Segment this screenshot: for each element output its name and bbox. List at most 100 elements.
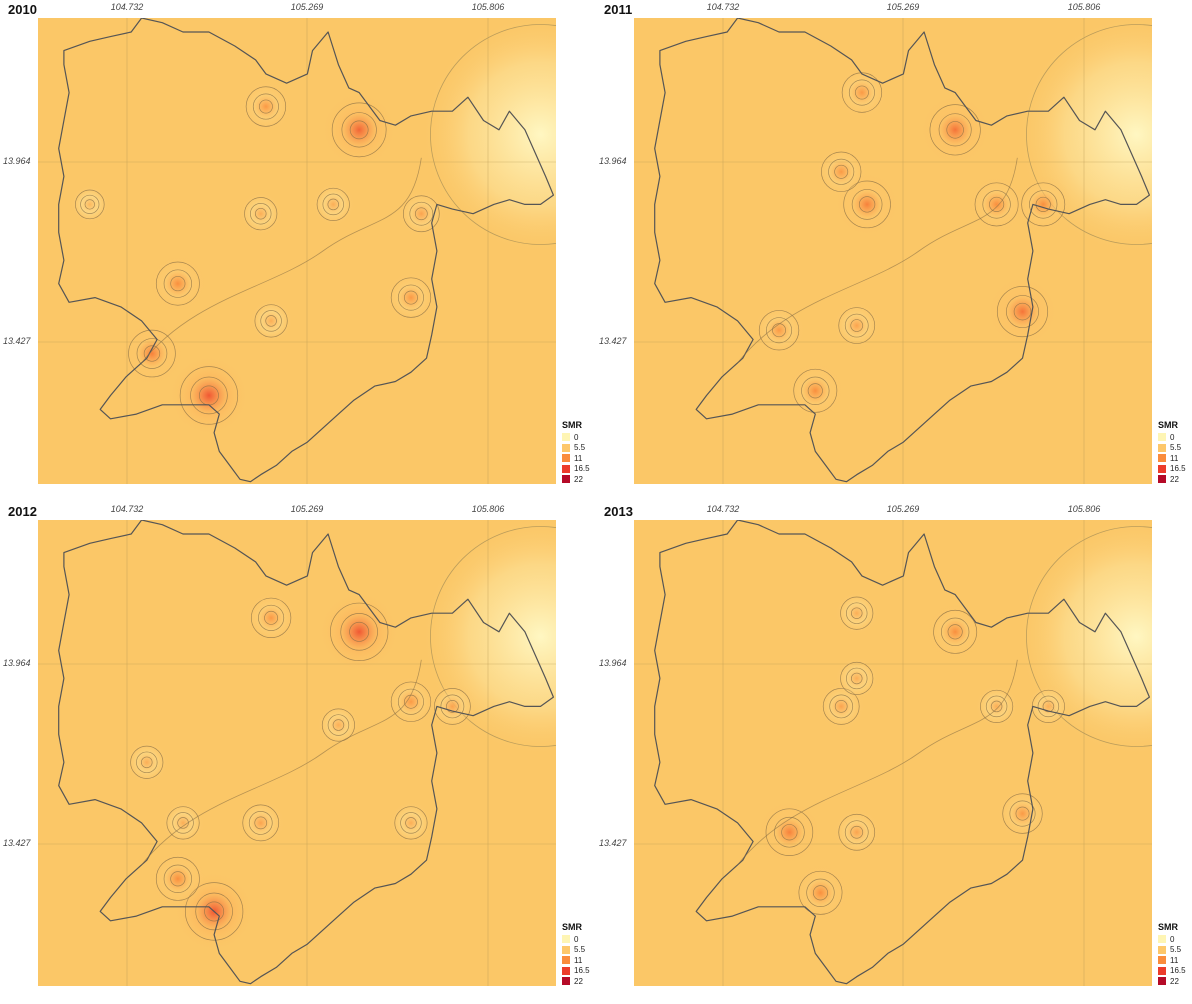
legend-label: 0 (574, 432, 579, 442)
legend-label: 22 (1170, 976, 1179, 986)
legend-item: 11 (1158, 955, 1186, 966)
legend-swatch (562, 966, 570, 975)
legend-label: 22 (1170, 474, 1179, 484)
legend-swatch (1158, 475, 1166, 484)
y-tick-label: 13.427 (3, 336, 31, 346)
smr-hotspot (161, 801, 205, 845)
legend-item: 5.5 (1158, 945, 1186, 956)
x-tick-label: 104.732 (706, 504, 740, 514)
legend-swatch (1158, 956, 1166, 965)
smr-hotspot (384, 271, 438, 324)
legend-title: SMR (562, 922, 582, 932)
legend-swatch (562, 464, 570, 473)
smr-hotspot (320, 593, 398, 671)
legend-item: 22 (562, 976, 590, 987)
smr-hotspot (921, 96, 989, 164)
legend-title: SMR (1158, 420, 1178, 430)
smr-hotspot (384, 675, 438, 729)
smr-hotspot (791, 864, 850, 922)
smr-hotspot (125, 740, 169, 784)
legend-item: 16.5 (1158, 464, 1186, 475)
smr-heatmap (634, 520, 1152, 986)
legend-item: 11 (1158, 453, 1186, 464)
smr-legend: SMR 0 5.5 11 16.5 22 (562, 922, 590, 987)
legend-item: 11 (562, 453, 590, 464)
legend-label: 11 (1170, 453, 1179, 463)
legend-swatch (562, 956, 570, 965)
smr-heatmap (38, 18, 556, 484)
legend-label: 22 (574, 474, 583, 484)
map-panel: 2012 104.732 105.269 105.806 13.964 13.427 SMR… (0, 502, 596, 1004)
y-tick-label: 13.964 (3, 658, 31, 668)
legend-label: 5.5 (1170, 945, 1182, 955)
legend-label: 5.5 (1170, 443, 1182, 453)
legend-item: 0 (1158, 432, 1186, 443)
legend-swatch (1158, 443, 1166, 452)
smr-hotspot (835, 656, 879, 701)
map-panel: 2011 104.732 105.269 105.806 13.964 13.427 SMR… (596, 0, 1192, 502)
x-tick-label: 105.806 (471, 2, 505, 12)
legend-label: 0 (574, 934, 579, 944)
legend-swatch (1158, 935, 1166, 944)
smr-hotspot (1014, 175, 1073, 234)
legend-item: 0 (562, 432, 590, 443)
x-tick-label: 105.269 (290, 2, 324, 12)
smr-hotspot (988, 277, 1057, 346)
y-tick-label: 13.964 (599, 156, 627, 166)
legend-item: 0 (1158, 934, 1186, 945)
legend-item: 11 (562, 955, 590, 966)
legend-item: 5.5 (1158, 443, 1186, 454)
panel-year-label: 2010 (8, 2, 37, 17)
map-panel: 2010 104.732 105.269 105.806 13.964 13.427 SMR… (0, 0, 596, 502)
smr-hotspot (149, 254, 207, 313)
legend-swatch (562, 935, 570, 944)
x-tick-label: 104.732 (706, 2, 740, 12)
smr-hotspot (397, 189, 446, 238)
legend-label: 11 (1170, 955, 1179, 965)
legend-item: 22 (1158, 474, 1186, 485)
y-tick-label: 13.964 (599, 658, 627, 668)
legend-item: 16.5 (1158, 966, 1186, 977)
legend-swatch (562, 443, 570, 452)
panel-year-label: 2012 (8, 504, 37, 519)
legend-title: SMR (1158, 922, 1178, 932)
province-boundary (654, 520, 1151, 985)
legend-label: 22 (574, 976, 583, 986)
smr-hotspot (120, 322, 184, 385)
smr-legend: SMR 0 5.5 11 16.5 22 (562, 420, 590, 485)
smr-hotspot (323, 93, 396, 166)
province-boundary (58, 18, 555, 483)
smr-hotspot (70, 185, 110, 224)
legend-label: 5.5 (574, 945, 586, 955)
x-tick-label: 105.806 (471, 504, 505, 514)
smr-hotspot (170, 357, 248, 434)
legend-swatch (1158, 945, 1166, 954)
smr-hotspot (239, 80, 293, 133)
legend-label: 16.5 (574, 966, 590, 976)
legend-swatch (562, 945, 570, 954)
legend-swatch (562, 475, 570, 484)
smr-heatmap (634, 18, 1152, 484)
y-tick-label: 13.427 (599, 838, 627, 848)
legend-swatch (1158, 977, 1166, 986)
smr-hotspot (236, 798, 285, 847)
smr-hotspot (832, 808, 881, 857)
x-tick-label: 105.806 (1067, 504, 1101, 514)
legend-item: 22 (562, 474, 590, 485)
smr-hotspot (758, 801, 821, 864)
x-tick-label: 104.732 (110, 2, 144, 12)
smr-legend: SMR 0 5.5 11 16.5 22 (1158, 420, 1186, 485)
legend-item: 22 (1158, 976, 1186, 987)
legend-item: 16.5 (562, 966, 590, 977)
smr-hotspot (752, 303, 806, 357)
smr-hotspot (239, 192, 283, 236)
smr-hotspot (814, 145, 868, 199)
smr-hotspot (967, 175, 1026, 234)
smr-hotspot (1026, 684, 1070, 728)
x-tick-label: 104.732 (110, 504, 144, 514)
x-tick-label: 105.269 (290, 504, 324, 514)
smr-hotspot (996, 787, 1049, 840)
legend-swatch (1158, 454, 1166, 463)
map-panel: 2013 104.732 105.269 105.806 13.964 13.427 SMR… (596, 502, 1192, 1004)
legend-title: SMR (562, 420, 582, 430)
